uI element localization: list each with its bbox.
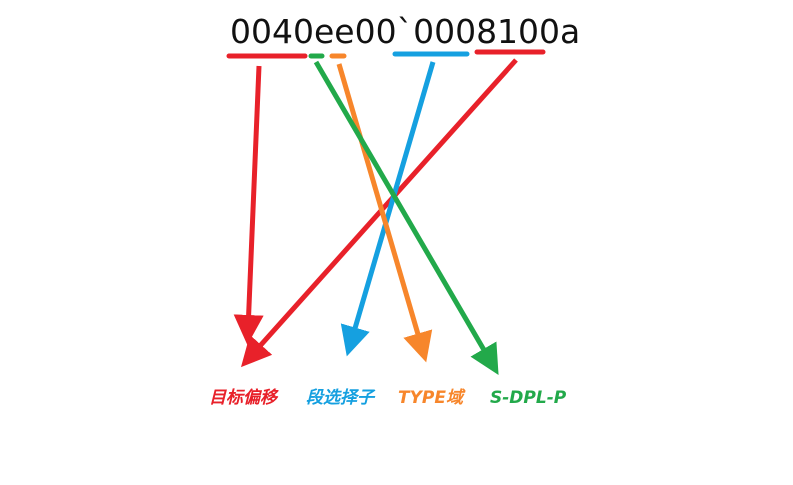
arrow-type	[339, 64, 422, 348]
arrow-sdplp	[316, 62, 491, 362]
label-type-field: TYPE域	[398, 386, 463, 410]
arrow-offset-high	[248, 66, 259, 330]
label-s-dpl-p: S-DPL-P	[490, 386, 566, 410]
arrow-selector	[351, 62, 433, 342]
label-target-offset: 目标偏移	[209, 386, 277, 410]
label-segment-selector: 段选择子	[306, 386, 374, 410]
